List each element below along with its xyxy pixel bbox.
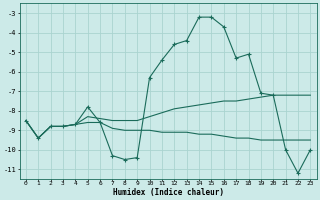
X-axis label: Humidex (Indice chaleur): Humidex (Indice chaleur)	[113, 188, 224, 197]
